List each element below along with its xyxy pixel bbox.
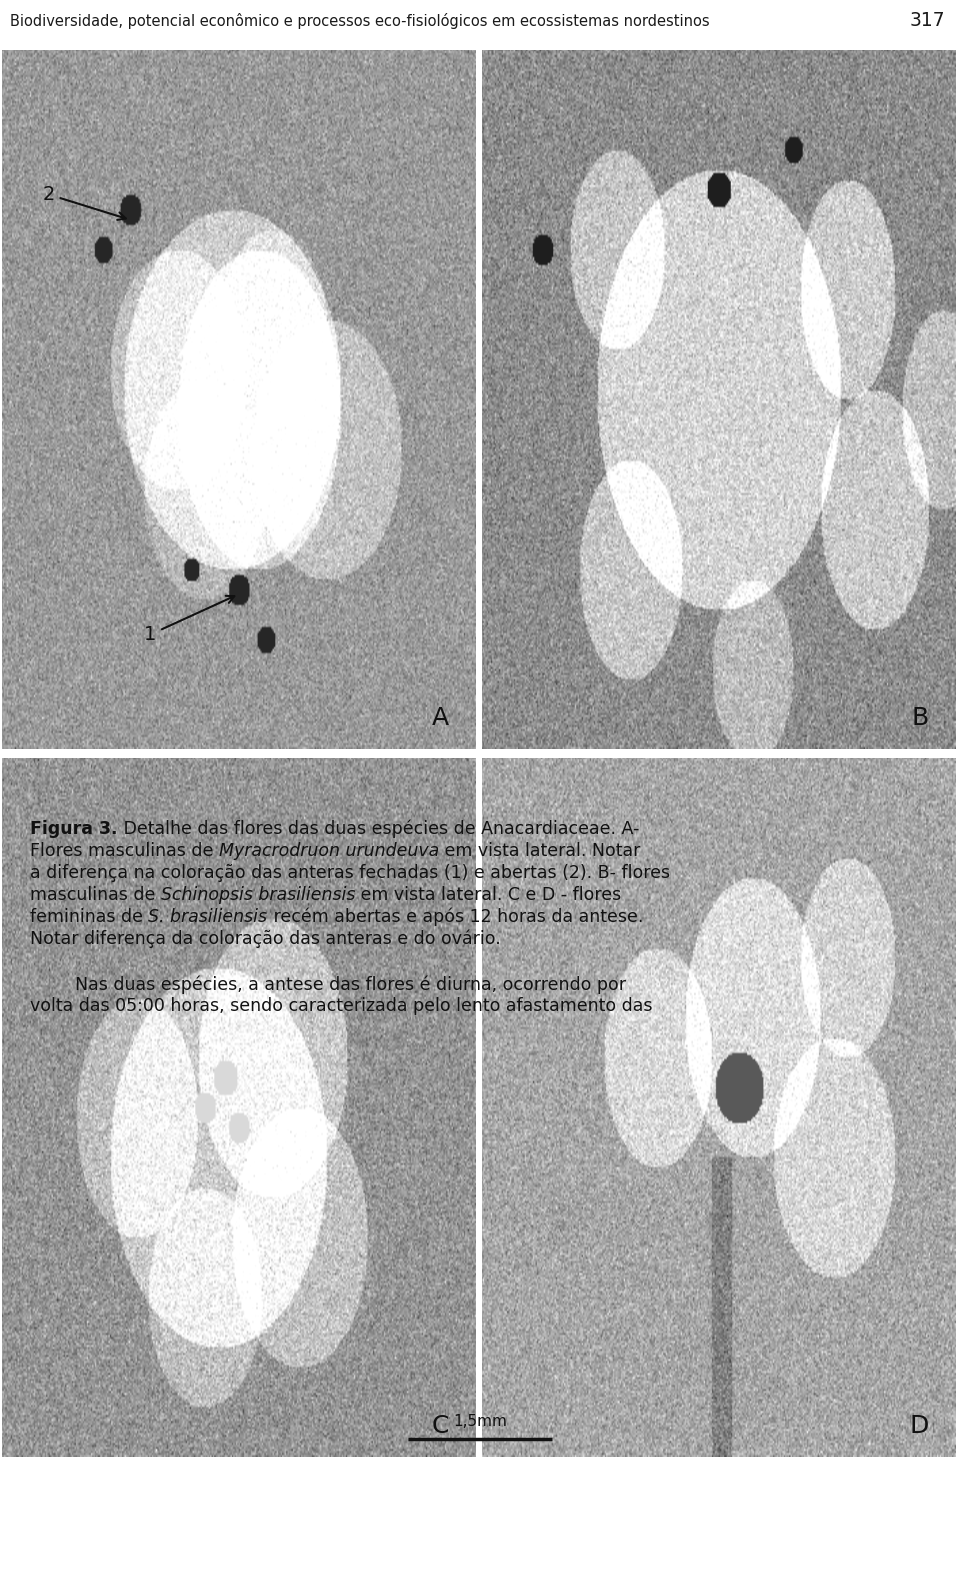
Text: Detalhe das flores das duas espécies de Anacardiaceae. A-: Detalhe das flores das duas espécies de … <box>117 820 638 839</box>
Text: 2: 2 <box>42 185 126 220</box>
Text: volta das 05:00 horas, sendo caracterizada pelo lento afastamento das: volta das 05:00 horas, sendo caracteriza… <box>30 997 653 1014</box>
Text: S. brasiliensis: S. brasiliensis <box>149 908 268 926</box>
Text: a diferença na coloração das anteras fechadas (1) e abertas (2). B- flores: a diferença na coloração das anteras fec… <box>30 864 670 882</box>
Text: Nas duas espécies, a antese das flores é diurna, ocorrendo por: Nas duas espécies, a antese das flores é… <box>75 975 626 994</box>
Text: 1,5mm: 1,5mm <box>453 1414 507 1428</box>
Text: C: C <box>432 1414 449 1438</box>
Text: masculinas de: masculinas de <box>30 886 161 904</box>
Text: Notar diferença da coloração das anteras e do ovário.: Notar diferença da coloração das anteras… <box>30 931 501 948</box>
Text: em vista lateral. C e D - flores: em vista lateral. C e D - flores <box>355 886 621 904</box>
Text: recém abertas e após 12 horas da antese.: recém abertas e após 12 horas da antese. <box>268 908 643 926</box>
Text: 1: 1 <box>144 596 234 645</box>
Text: 317: 317 <box>910 11 946 30</box>
Text: A: A <box>432 706 449 730</box>
Text: Figura 3.: Figura 3. <box>30 820 117 837</box>
Text: Biodiversidade, potencial econômico e processos eco-fisiológicos em ecossistemas: Biodiversidade, potencial econômico e pr… <box>10 13 709 28</box>
Text: B: B <box>912 706 929 730</box>
Text: D: D <box>909 1414 929 1438</box>
Text: Flores masculinas de: Flores masculinas de <box>30 842 219 860</box>
Text: Myracrodruon urundeuva: Myracrodruon urundeuva <box>219 842 439 860</box>
Text: femininas de: femininas de <box>30 908 149 926</box>
Text: Schinopsis brasiliensis: Schinopsis brasiliensis <box>161 886 355 904</box>
Text: em vista lateral. Notar: em vista lateral. Notar <box>439 842 640 860</box>
